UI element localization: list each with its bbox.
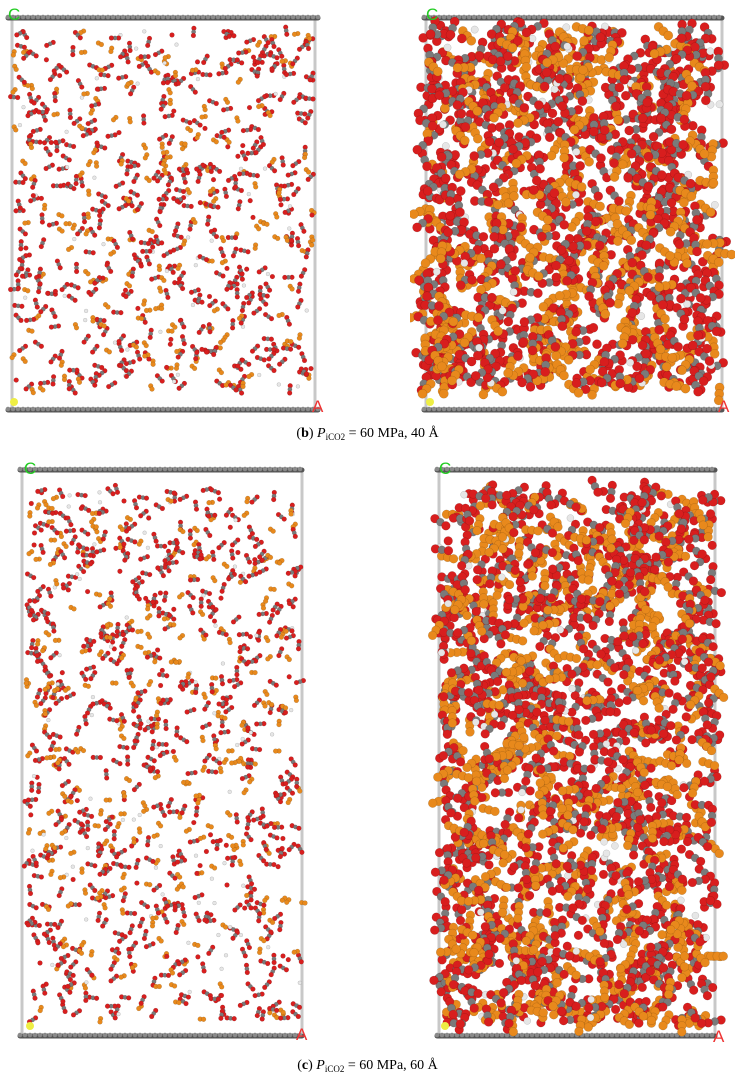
graphene-sheet (434, 466, 718, 473)
caption-c-label: c (301, 1058, 309, 1073)
panel-c-left-structure: CA (17, 459, 308, 1044)
origin-marker (441, 1022, 449, 1030)
graphene-sheet (421, 14, 725, 21)
caption-c: (c) PiCO2 = 60 MPa, 60 Å (297, 1058, 438, 1074)
axis-a-label: A (713, 1027, 725, 1046)
cell-frame (20, 470, 304, 1033)
axis-c-label: C (8, 5, 20, 24)
panel-b-left-structure: CA (5, 5, 324, 416)
caption-b-label: b (301, 426, 309, 441)
panel-c-right-structure: CA (428, 459, 729, 1046)
atoms (8, 24, 317, 396)
caption-b-text: = 60 MPa, 40 Å (345, 426, 439, 441)
axis-c-label: C (439, 459, 451, 478)
origin-marker (10, 398, 18, 406)
axis-a-label: A (296, 1025, 308, 1044)
caption-b-subscript: iCO2 (325, 432, 346, 442)
axis-c-label: C (24, 459, 36, 478)
origin-marker (426, 398, 434, 406)
graphene-sheet (5, 14, 321, 21)
caption-c-text: = 60 MPa, 60 Å (344, 1058, 438, 1073)
graphene-sheet (17, 466, 305, 473)
atoms (21, 482, 308, 1025)
graphene-sheet (421, 406, 725, 413)
atoms (428, 475, 729, 1037)
graphene-sheet (17, 1032, 305, 1039)
caption-b: (b) PiCO2 = 60 MPa, 40 Å (296, 426, 439, 442)
caption-c-subscript: iCO2 (324, 1064, 345, 1074)
axis-a-label: A (312, 397, 324, 416)
origin-marker (26, 1022, 34, 1030)
axis-a-label: A (718, 397, 730, 416)
graphene-sheet (5, 406, 321, 413)
caption-b-symbol: P (317, 426, 326, 441)
panel-b-right-structure: CA (410, 5, 735, 416)
caption-c-symbol: P (316, 1058, 325, 1073)
atoms (410, 16, 735, 406)
axis-c-label: C (426, 5, 438, 24)
